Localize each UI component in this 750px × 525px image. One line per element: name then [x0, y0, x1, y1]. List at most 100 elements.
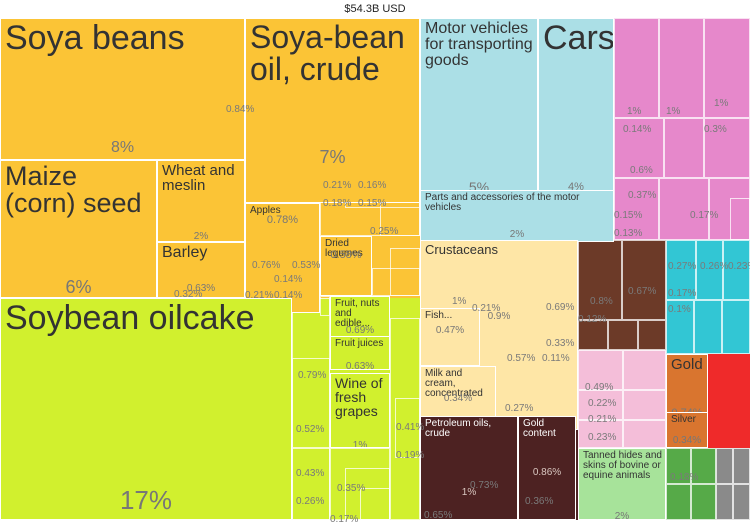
treemap-subtile[interactable]: [614, 178, 659, 240]
treemap-subtile[interactable]: [614, 18, 659, 118]
treemap-subtile[interactable]: [691, 484, 716, 520]
treemap-subtile[interactable]: [666, 300, 694, 354]
tile-percentage: 0.69%: [345, 325, 375, 336]
treemap-subtile[interactable]: [716, 484, 733, 520]
tile-label: Crustaceans: [425, 242, 498, 257]
treemap-subtile[interactable]: [638, 320, 666, 350]
subtile-percentage: 0.18%: [323, 198, 352, 209]
treemap-subtile[interactable]: [623, 420, 666, 448]
subtile-percentage: 0.27%: [668, 261, 697, 272]
tile-percentage: 0.78%: [266, 214, 299, 226]
treemap-tile[interactable]: Fish... 0.47%: [420, 308, 480, 366]
tile-percentage: 2%: [509, 229, 525, 240]
subtile-percentage: 0.67%: [628, 286, 657, 297]
tile-percentage: 0.47%: [435, 325, 465, 336]
subtile-percentage: 0.33%: [546, 338, 575, 349]
region-teal[interactable]: [666, 240, 750, 354]
tile-label: Fish...: [425, 310, 453, 321]
treemap-tile[interactable]: Soya beans 8%: [0, 18, 245, 160]
treemap-subtile[interactable]: [292, 358, 330, 448]
treemap-subtile[interactable]: [578, 350, 623, 390]
subtile-percentage: 0.8%: [590, 296, 613, 307]
treemap-subtile[interactable]: [696, 240, 723, 300]
treemap-subtile[interactable]: [395, 398, 420, 458]
subtile-percentage: 0.21%: [472, 303, 501, 314]
tile-label: Barley: [162, 244, 208, 261]
tile-label: Cars: [543, 19, 614, 57]
tile-percentage: 1%: [352, 440, 368, 448]
treemap-subtile[interactable]: [372, 268, 420, 296]
treemap-subtile[interactable]: [659, 178, 709, 240]
subtile-percentage: 0.1%: [668, 304, 691, 315]
region-red[interactable]: [708, 354, 750, 448]
treemap-subtile[interactable]: [622, 240, 666, 320]
treemap-tile[interactable]: Wheat and meslin 2%: [157, 160, 245, 242]
treemap-subtile[interactable]: [666, 240, 696, 300]
treemap-subtile[interactable]: [733, 448, 750, 484]
subtile-percentage: 0.43%: [296, 468, 325, 479]
subtile-percentage: 0.23%: [588, 432, 617, 443]
tile-label: Fruit, nuts and edible...: [335, 298, 380, 329]
subtile-percentage: 0.69%: [546, 302, 575, 313]
treemap-tile[interactable]: Apples 0.78%: [245, 203, 320, 313]
treemap-subtile[interactable]: [623, 390, 666, 420]
treemap-subtile[interactable]: [623, 350, 666, 390]
treemap-tile[interactable]: Soybean oilcake 17%: [0, 298, 292, 520]
treemap-subtile[interactable]: [614, 118, 664, 178]
treemap-subtile[interactable]: [691, 448, 716, 484]
tile-percentage: 0.9%: [487, 311, 511, 322]
treemap-subtile[interactable]: [578, 240, 622, 320]
treemap-tile[interactable]: Parts and accessories of the motor vehic…: [420, 190, 614, 242]
subtile-percentage: 0.21%: [323, 180, 352, 191]
tile-label: Wine of fresh grapes: [335, 375, 383, 419]
treemap-subtile[interactable]: [733, 484, 750, 520]
treemap-subtile[interactable]: [292, 448, 330, 520]
treemap-subtile[interactable]: [664, 118, 704, 178]
treemap-subtile[interactable]: [666, 448, 691, 484]
treemap-subtile[interactable]: [722, 300, 750, 354]
tile-label: Gold content: [523, 418, 556, 439]
subtile-percentage: 0.65%: [424, 510, 453, 521]
treemap-tile[interactable]: Cars 4%: [538, 18, 614, 196]
subtile-percentage: 0.37%: [628, 190, 657, 201]
treemap-tile[interactable]: Tanned hides and skins of bovine or equi…: [578, 448, 666, 520]
treemap-tile[interactable]: Petroleum oils, crude 1%: [420, 416, 518, 520]
treemap-tile[interactable]: Dried legumes 0.58%: [320, 236, 372, 296]
treemap-subtile[interactable]: [694, 300, 722, 354]
subtile-percentage: 0.12%: [578, 314, 607, 325]
treemap-tile[interactable]: Soya-bean oil, crude 7%: [245, 18, 420, 203]
subtile-percentage: 0.17%: [690, 210, 719, 221]
treemap-tile[interactable]: Barley 0.63%: [157, 242, 245, 298]
region-magenta[interactable]: [614, 18, 750, 240]
treemap-subtile[interactable]: [659, 18, 704, 118]
tile-label: Tanned hides and skins of bovine or equi…: [583, 450, 662, 481]
treemap-subtile[interactable]: [578, 420, 623, 448]
subtile-percentage: 0.84%: [226, 104, 255, 115]
treemap-subtile[interactable]: [666, 484, 691, 520]
treemap-subtile[interactable]: [578, 320, 608, 350]
treemap-subtile[interactable]: [716, 448, 733, 484]
subtile-percentage: 0.36%: [525, 496, 554, 507]
treemap-tile[interactable]: Fruit, nuts and edible... 0.69%: [330, 296, 390, 340]
treemap-tile[interactable]: Wine of fresh grapes 1%: [330, 373, 390, 448]
treemap-tile[interactable]: Gold 0.74%: [666, 354, 708, 416]
subtile-percentage: 1%: [666, 106, 681, 117]
treemap-tile[interactable]: Silver 0.34%: [666, 412, 708, 448]
tile-label: Silver: [671, 414, 697, 425]
treemap-tile[interactable]: Maize (corn) seed 6%: [0, 160, 157, 298]
subtile-percentage: 0.11%: [542, 353, 570, 364]
subtile-percentage: 0.14%: [274, 290, 303, 301]
subtile-percentage: 0.21%: [588, 414, 617, 425]
tile-percentage: 0.34%: [672, 435, 702, 446]
treemap-subtile[interactable]: [608, 320, 638, 350]
subtile-percentage: 0.26%: [296, 496, 325, 507]
treemap-tile[interactable]: Fruit juices 0.63%: [330, 336, 390, 370]
tile-percentage: 0.63%: [186, 283, 216, 294]
treemap-tile[interactable]: Motor vehicles for transporting goods 5%: [420, 18, 538, 196]
treemap-subtile[interactable]: [730, 198, 750, 240]
subtile-percentage: 0.35%: [337, 483, 366, 494]
tile-label: Dried legumes: [325, 238, 363, 259]
tile-percentage: 1%: [461, 487, 477, 498]
treemap-subtile[interactable]: [578, 390, 623, 420]
tile-label: Petroleum oils, crude: [425, 418, 492, 439]
